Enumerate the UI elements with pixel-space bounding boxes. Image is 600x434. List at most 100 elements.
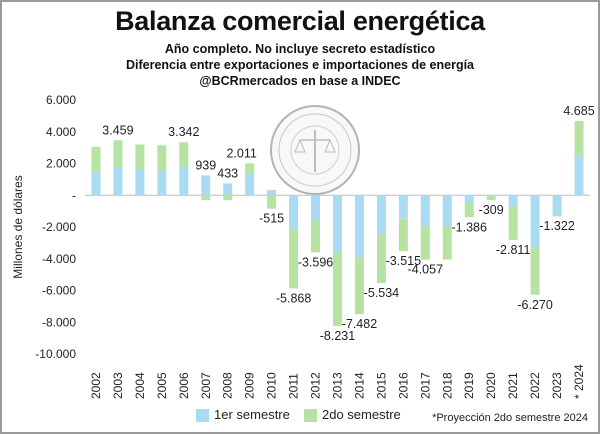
bar-2do-semestre-2021 bbox=[508, 206, 518, 240]
data-label-2010: -515 bbox=[259, 212, 284, 226]
bcr-seal-watermark bbox=[270, 105, 360, 195]
data-label-2003: 3.459 bbox=[102, 123, 133, 137]
x-tick-label-2023: 2023 bbox=[550, 372, 564, 399]
y-tick-label: -6.000 bbox=[42, 284, 76, 298]
data-label-2006: 3.342 bbox=[168, 125, 199, 139]
bar-1er-semestre-2014 bbox=[354, 195, 364, 258]
bar-2do-semestre-2020 bbox=[486, 196, 496, 201]
bar-2do-semestre-2007 bbox=[201, 195, 211, 201]
footnote: *Proyección 2do semestre 2024 bbox=[432, 412, 588, 424]
x-tick-label-2003: 2003 bbox=[111, 372, 125, 399]
bar-2do-semestre-2002 bbox=[91, 146, 101, 173]
data-label-2009: 2.011 bbox=[226, 146, 256, 160]
bar-2do-semestre-2014 bbox=[354, 257, 364, 315]
data-label-2016: -3.515 bbox=[386, 254, 421, 268]
bar-2do-semestre-2006 bbox=[179, 142, 189, 167]
x-tick-label-2022: 2022 bbox=[528, 372, 542, 399]
legend-swatch-1er-semestre bbox=[196, 409, 209, 422]
x-tick-label-2015: 2015 bbox=[374, 372, 388, 399]
bar-1er-semestre-2022 bbox=[530, 195, 540, 247]
y-tick-label: -8.000 bbox=[42, 315, 76, 329]
bar-2do-semestre-2018 bbox=[442, 227, 452, 260]
data-label-2017: -4.057 bbox=[408, 263, 443, 277]
legend-label-1er-semestre: 1er semestre bbox=[214, 407, 290, 422]
bar-1er-semestre-2005 bbox=[157, 170, 167, 196]
data-label-2023: -1.322 bbox=[539, 219, 574, 233]
x-tick-label-2019: 2019 bbox=[462, 372, 476, 399]
bar-2do-semestre-2017 bbox=[420, 226, 430, 260]
y-tick-label: 4.000 bbox=[46, 125, 76, 139]
x-tick-label-2024: * 2024 bbox=[572, 364, 586, 399]
data-label-2012: -3.596 bbox=[298, 255, 333, 269]
chart-subtitle-1: Año completo. No incluye secreto estadís… bbox=[164, 42, 436, 56]
x-tick-label-2018: 2018 bbox=[440, 372, 454, 399]
x-tick-label-2014: 2014 bbox=[352, 372, 366, 399]
bar-1er-semestre-2006 bbox=[179, 166, 189, 196]
bar-1er-semestre-2017 bbox=[420, 195, 430, 227]
bar-1er-semestre-2002 bbox=[91, 172, 101, 196]
x-tick-label-2007: 2007 bbox=[199, 372, 213, 399]
x-tick-label-2008: 2008 bbox=[221, 372, 235, 399]
bar-1er-semestre-2021 bbox=[508, 195, 518, 207]
bar-2do-semestre-2022 bbox=[530, 246, 540, 295]
bar-1er-semestre-2008 bbox=[223, 183, 233, 196]
bar-2do-semestre-2010 bbox=[267, 195, 277, 209]
bar-1er-semestre-2024 bbox=[574, 156, 584, 196]
bar-1er-semestre-2009 bbox=[245, 173, 255, 196]
bar-2do-semestre-2008 bbox=[223, 195, 233, 201]
bar-1er-semestre-2007 bbox=[201, 175, 211, 196]
bar-2do-semestre-2023 bbox=[552, 215, 562, 217]
x-tick-label-2010: 2010 bbox=[265, 372, 279, 399]
x-tick-label-2002: 2002 bbox=[89, 372, 103, 399]
data-label-2015: -5.534 bbox=[364, 286, 399, 300]
y-tick-label: 6.000 bbox=[46, 93, 76, 107]
data-label-2022: -6.270 bbox=[517, 298, 552, 312]
y-tick-label: 2.000 bbox=[46, 157, 76, 171]
data-label-2020: -309 bbox=[479, 203, 504, 217]
bar-2do-semestre-2024 bbox=[574, 120, 584, 157]
x-tick-label-2013: 2013 bbox=[331, 372, 345, 399]
bar-2do-semestre-2003 bbox=[113, 140, 123, 168]
y-axis-label: Millones de dólares bbox=[11, 175, 25, 278]
data-label-2007: 939 bbox=[195, 158, 216, 172]
bar-2do-semestre-2004 bbox=[135, 144, 145, 170]
bar-2do-semestre-2012 bbox=[311, 219, 321, 253]
bar-1er-semestre-2020 bbox=[486, 195, 496, 197]
data-label-2024: 4.685 bbox=[563, 104, 594, 118]
bar-1er-semestre-2019 bbox=[464, 195, 474, 204]
bar-2do-semestre-2015 bbox=[376, 234, 386, 284]
legend-label-2do-semestre: 2do semestre bbox=[322, 407, 401, 422]
x-tick-label-2020: 2020 bbox=[484, 372, 498, 399]
data-label-2014: -7.482 bbox=[342, 317, 377, 331]
bar-1er-semestre-2015 bbox=[376, 195, 386, 235]
y-tick-label: -4.000 bbox=[42, 252, 76, 266]
x-tick-label-2009: 2009 bbox=[243, 372, 257, 399]
x-tick-label-2011: 2011 bbox=[287, 373, 301, 399]
bar-1er-semestre-2003 bbox=[113, 167, 123, 196]
data-label-2019: -1.386 bbox=[452, 220, 487, 234]
bar-1er-semestre-2023 bbox=[552, 195, 562, 216]
bar-1er-semestre-2012 bbox=[311, 195, 321, 220]
bar-2do-semestre-2019 bbox=[464, 203, 474, 218]
data-label-2011: -5.868 bbox=[276, 291, 311, 305]
chart-title: Balanza comercial energética bbox=[115, 6, 485, 36]
x-tick-label-2006: 2006 bbox=[177, 372, 191, 399]
bar-2do-semestre-2011 bbox=[289, 228, 299, 289]
x-tick-label-2021: 2021 bbox=[506, 372, 520, 399]
x-tick-label-2016: 2016 bbox=[396, 372, 410, 399]
x-tick-label-2004: 2004 bbox=[133, 372, 147, 399]
bar-2do-semestre-2013 bbox=[333, 252, 342, 326]
bar-1er-semestre-2004 bbox=[135, 169, 145, 196]
y-tick-label: -2.000 bbox=[42, 220, 76, 234]
bar-1er-semestre-2016 bbox=[398, 195, 408, 219]
legend-swatch-2do-semestre bbox=[304, 409, 317, 422]
bar-2do-semestre-2016 bbox=[398, 218, 408, 252]
x-tick-label-2017: 2017 bbox=[418, 372, 432, 399]
bar-1er-semestre-2018 bbox=[442, 195, 452, 227]
chart-subtitle-3: @BCRmercados en base a INDEC bbox=[199, 74, 401, 88]
bar-1er-semestre-2013 bbox=[333, 195, 342, 253]
x-tick-label-2012: 2012 bbox=[309, 372, 323, 399]
bar-1er-semestre-2011 bbox=[289, 195, 299, 229]
